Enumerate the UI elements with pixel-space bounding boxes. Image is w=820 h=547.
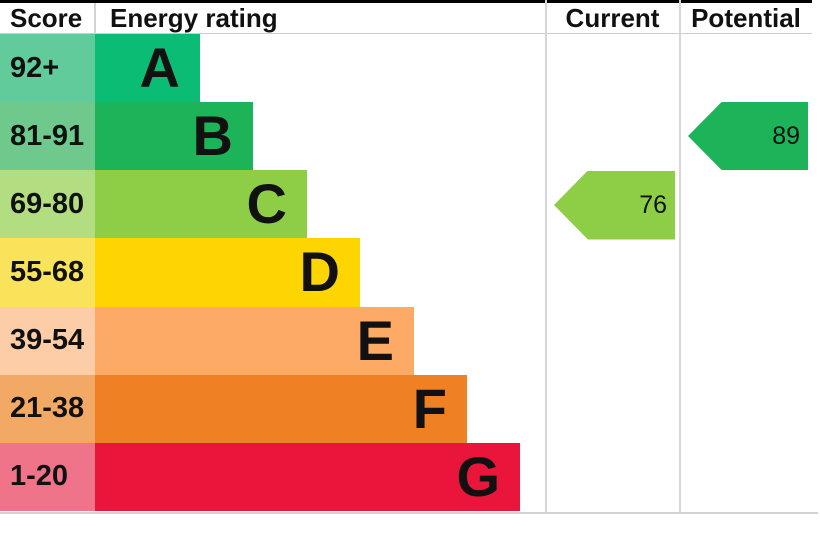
- top-border-rule: [0, 0, 812, 3]
- header-underline: [0, 32, 812, 34]
- band-letter: D: [299, 240, 340, 304]
- band-score-range: 81-91: [0, 102, 95, 171]
- band-letter: G: [456, 444, 500, 508]
- band-score-range: 55-68: [0, 238, 95, 307]
- band-row-f: 21-38 F: [0, 374, 545, 443]
- rating-bands: 92+ A 81-91 B 69-80 C 55-68 D 39-54: [0, 34, 545, 511]
- band-letter: A: [139, 36, 180, 100]
- band-row-g: 1-20 G: [0, 442, 545, 511]
- current-rating-arrow: 76: [554, 170, 675, 240]
- potential-column-divider: [679, 0, 681, 513]
- current-column-header: Current: [565, 3, 660, 33]
- energy-rating-column-header: Energy rating: [110, 3, 278, 33]
- score-column-header: Score: [10, 3, 83, 33]
- band-bar-f: F: [95, 374, 467, 443]
- band-row-e: 39-54 E: [0, 306, 545, 375]
- score-header-divider: [94, 3, 96, 33]
- band-bar-c: C: [95, 170, 307, 239]
- band-row-d: 55-68 D: [0, 238, 545, 307]
- band-letter: F: [412, 376, 447, 440]
- band-score-range: 21-38: [0, 374, 95, 443]
- band-bar-g: G: [95, 442, 520, 511]
- band-bar-b: B: [95, 102, 253, 171]
- band-bar-e: E: [95, 306, 414, 375]
- band-score-range: 69-80: [0, 170, 95, 239]
- band-bar-d: D: [95, 238, 360, 307]
- band-row-a: 92+ A: [0, 34, 545, 103]
- current-rating-value: 76: [639, 190, 667, 219]
- potential-rating-value: 89: [772, 121, 800, 150]
- band-letter: E: [356, 308, 394, 372]
- band-bar-a: A: [95, 34, 200, 103]
- band-score-range: 1-20: [0, 442, 95, 511]
- band-letter: B: [192, 104, 233, 168]
- chart-header-row: Score Energy rating Current Potential: [0, 3, 812, 33]
- band-row-b: 81-91 B: [0, 102, 545, 171]
- current-column-divider: [545, 0, 547, 513]
- potential-rating-arrow: 89: [688, 102, 808, 170]
- potential-column-header: Potential: [691, 3, 801, 33]
- band-score-range: 92+: [0, 34, 95, 103]
- bottom-border-rule: [0, 511, 818, 514]
- band-row-c: 69-80 C: [0, 170, 545, 239]
- band-score-range: 39-54: [0, 306, 95, 375]
- band-letter: C: [246, 172, 287, 236]
